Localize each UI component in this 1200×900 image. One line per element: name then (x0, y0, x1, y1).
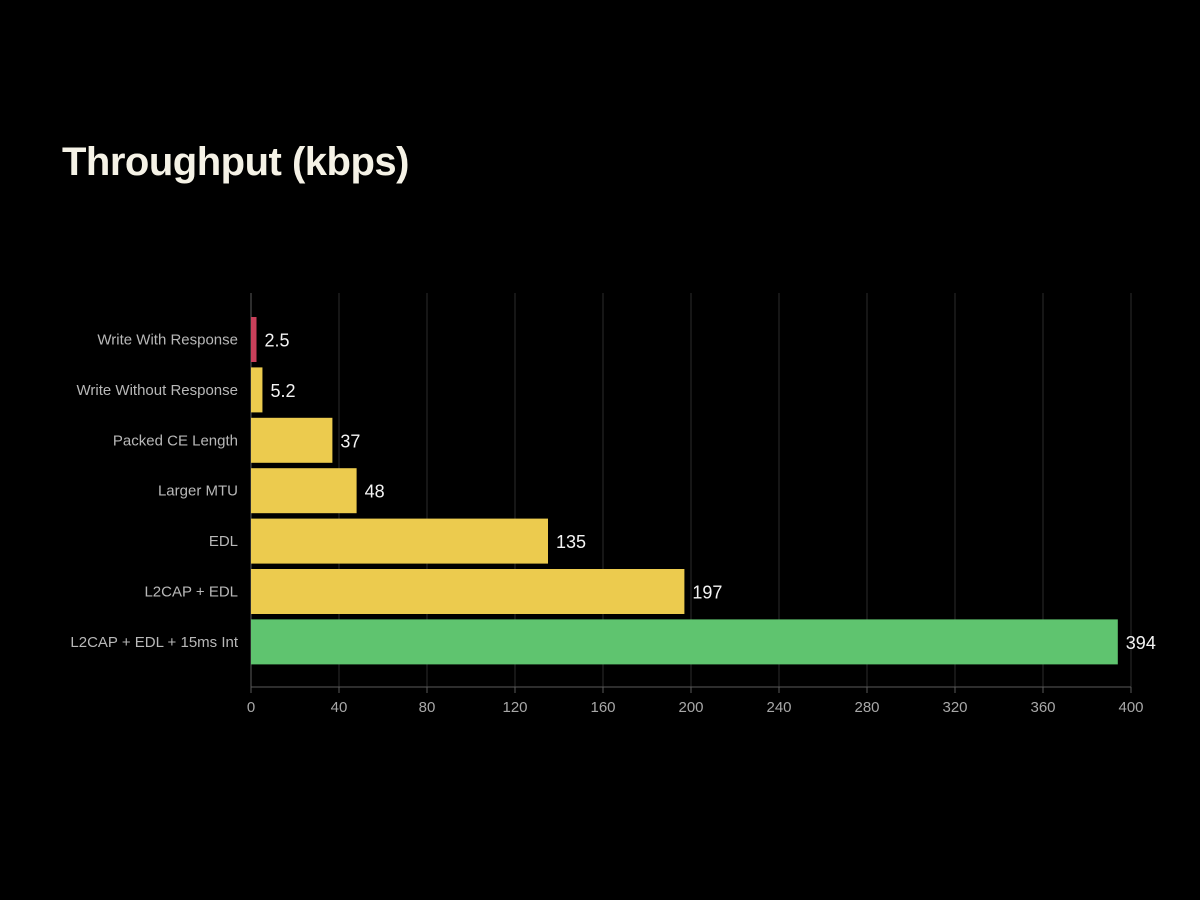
bar (251, 468, 357, 514)
value-label: 48 (365, 482, 385, 502)
category-label: Larger MTU (158, 483, 238, 500)
chart-title: Throughput (kbps) (62, 140, 409, 184)
x-tick-label: 200 (678, 699, 703, 716)
bar (251, 518, 548, 564)
bar (251, 417, 333, 463)
x-tick-label: 40 (331, 699, 348, 716)
value-label: 5.2 (270, 381, 295, 401)
x-tick-label: 120 (502, 699, 527, 716)
x-tick-label: 160 (590, 699, 615, 716)
bar (251, 367, 263, 413)
category-label: L2CAP + EDL (144, 584, 238, 601)
value-label: 37 (340, 431, 360, 451)
value-label: 394 (1126, 633, 1156, 653)
value-label: 197 (692, 583, 722, 603)
x-tick-label: 240 (766, 699, 791, 716)
x-tick-label: 360 (1030, 699, 1055, 716)
x-tick-label: 400 (1118, 699, 1143, 716)
category-label: Packed CE Length (113, 432, 238, 449)
category-label: L2CAP + EDL + 15ms Int (70, 634, 238, 651)
bar (251, 619, 1118, 665)
x-tick-label: 320 (942, 699, 967, 716)
category-label: Write With Response (97, 332, 238, 349)
category-label: EDL (209, 533, 238, 550)
value-label: 135 (556, 532, 586, 552)
x-tick-label: 0 (247, 699, 255, 716)
labels: 0 40 80 120 160 200 240 280 320 360 400 Write With … (70, 331, 1155, 717)
bar (251, 569, 685, 614)
bars (251, 317, 1118, 665)
category-label: Write Without Response (77, 382, 238, 399)
x-tick-label: 80 (419, 699, 436, 716)
value-label: 2.5 (265, 331, 290, 351)
bar (251, 317, 257, 362)
x-tick-label: 280 (854, 699, 879, 716)
